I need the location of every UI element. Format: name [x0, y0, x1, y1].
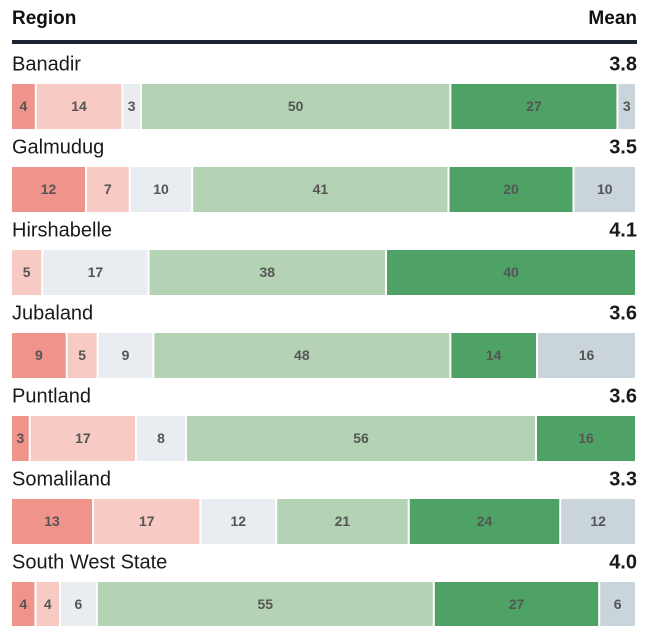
segment-label: 9: [122, 347, 130, 363]
bar-segment: [12, 416, 29, 461]
region-label: Puntland: [12, 385, 91, 407]
segment-label: 6: [614, 596, 622, 612]
mean-label: 4.1: [609, 219, 637, 241]
segment-label: 12: [230, 513, 246, 529]
segment-label: 4: [19, 98, 27, 114]
segment-label: 4: [19, 596, 27, 612]
bar-segment: [94, 499, 200, 544]
mean-label: 3.8: [609, 53, 637, 75]
segment-label: 6: [75, 596, 83, 612]
segment-label: 55: [258, 596, 274, 612]
segment-label: 3: [623, 98, 631, 114]
mean-label: 3.3: [609, 468, 637, 490]
segment-label: 4: [44, 596, 52, 612]
segment-label: 14: [486, 347, 502, 363]
bar-segment: [434, 582, 599, 626]
segment-label: 17: [75, 430, 91, 446]
segment-label: 9: [35, 347, 43, 363]
segment-label: 48: [294, 347, 310, 363]
bar-segment: [387, 250, 635, 295]
bar-segment: [12, 250, 42, 295]
segment-label: 27: [509, 596, 525, 612]
bar-segment: [409, 499, 560, 544]
bar-segment: [97, 582, 433, 626]
region-label: Hirshabelle: [12, 219, 112, 241]
bar-segment: [43, 250, 148, 295]
segment-label: 56: [353, 430, 369, 446]
bar-segment: [193, 167, 448, 212]
bar-segment: [449, 167, 573, 212]
mean-label: 3.6: [609, 302, 637, 324]
mean-label: 3.5: [609, 136, 637, 158]
segment-label: 7: [104, 181, 112, 197]
bar-segment: [12, 499, 93, 544]
segment-label: 16: [578, 430, 594, 446]
bar-segment: [30, 416, 135, 461]
bar-segment: [201, 499, 276, 544]
bar-segment: [141, 84, 450, 129]
region-header: Region: [12, 8, 76, 29]
segment-label: 3: [16, 430, 24, 446]
segment-label: 21: [335, 513, 351, 529]
segment-label: 5: [23, 264, 31, 280]
segment-label: 17: [88, 264, 104, 280]
region-label: Galmudug: [12, 136, 104, 158]
segment-label: 17: [139, 513, 155, 529]
region-label: Banadir: [12, 53, 81, 75]
bar-segment: [154, 333, 450, 378]
segment-label: 10: [597, 181, 613, 197]
bar-segment: [87, 167, 129, 212]
bar-segment: [137, 416, 185, 461]
mean-header: Mean: [588, 8, 637, 29]
bar-segment: [600, 582, 635, 626]
bar-segment: [12, 333, 66, 378]
mean-label: 4.0: [609, 551, 637, 573]
header-rule: [12, 40, 637, 44]
bar-segment: [149, 250, 385, 295]
region-label: Jubaland: [12, 302, 93, 324]
bar-segment: [12, 167, 85, 212]
bar-segment: [187, 416, 535, 461]
segment-label: 27: [526, 98, 542, 114]
bar-segment: [537, 333, 635, 378]
bar-segment: [537, 416, 635, 461]
bar-segment: [12, 84, 35, 129]
segment-label: 41: [313, 181, 329, 197]
bar-segment: [98, 333, 153, 378]
bar-segment: [451, 333, 536, 378]
segment-label: 13: [44, 513, 60, 529]
bar-segment: [36, 582, 60, 626]
segment-label: 40: [503, 264, 519, 280]
bar-segment: [451, 84, 617, 129]
segment-label: 8: [157, 430, 165, 446]
region-label: South West State: [12, 551, 167, 573]
bar-segment: [130, 167, 192, 212]
bar-segment: [67, 333, 97, 378]
segment-label: 3: [128, 98, 136, 114]
mean-label: 3.6: [609, 385, 637, 407]
segment-label: 38: [259, 264, 275, 280]
bar-segment: [277, 499, 408, 544]
segment-label: 14: [71, 98, 87, 114]
bar-segment: [12, 582, 35, 626]
bar-segment: [618, 84, 635, 129]
bar-segment: [574, 167, 635, 212]
segment-label: 24: [477, 513, 493, 529]
segment-label: 50: [288, 98, 304, 114]
bar-segment: [36, 84, 122, 129]
segment-label: 12: [41, 181, 57, 197]
bar-segment: [561, 499, 635, 544]
segment-label: 20: [503, 181, 519, 197]
region-label: Somaliland: [12, 468, 111, 490]
bar-segment: [61, 582, 96, 626]
segment-label: 10: [153, 181, 169, 197]
bar-segment: [123, 84, 140, 129]
segment-label: 5: [78, 347, 86, 363]
segment-label: 16: [579, 347, 595, 363]
segment-label: 12: [590, 513, 606, 529]
